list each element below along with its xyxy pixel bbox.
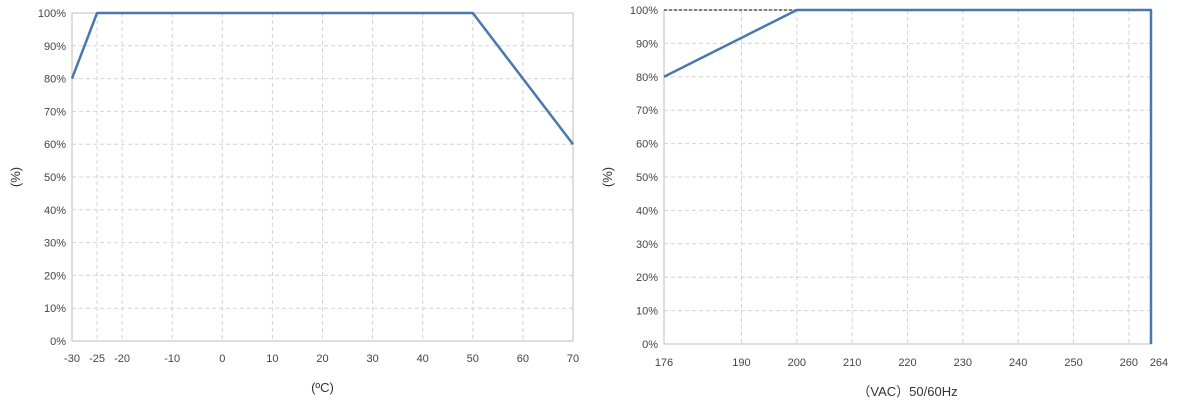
series-line — [663, 8, 1153, 344]
y-tick-label: 90% — [636, 38, 658, 50]
y-tick-label: 20% — [44, 270, 66, 282]
x-tick-label: 20 — [316, 353, 328, 365]
x-tick-label: 250 — [1064, 357, 1082, 369]
x-tick-label: 260 — [1120, 357, 1138, 369]
series-line — [70, 11, 574, 145]
x-tick-label: 220 — [898, 357, 916, 369]
y-tick-label: 70% — [44, 106, 66, 118]
x-tick-label: -10 — [164, 353, 180, 365]
x-tick-label: -30 — [64, 353, 80, 365]
x-tick-label: 200 — [788, 357, 806, 369]
x-tick-label: 30 — [366, 353, 378, 365]
x-tick-label: 190 — [732, 357, 750, 369]
y-tick-label: 100% — [630, 5, 658, 17]
y-tick-label: 40% — [636, 205, 658, 217]
x-tick-label: 10 — [266, 353, 278, 365]
y-tick-label: 20% — [636, 272, 658, 284]
y-axis-title: (%) — [600, 167, 615, 187]
x-tick-label: 60 — [517, 353, 529, 365]
x-tick-label: 50 — [467, 353, 479, 365]
x-tick-label: 176 — [655, 357, 673, 369]
x-tick-label: 240 — [1009, 357, 1027, 369]
x-tick-label: 0 — [219, 353, 225, 365]
y-tick-label: 30% — [44, 238, 66, 250]
x-tick-label: 230 — [954, 357, 972, 369]
y-tick-label: 50% — [44, 172, 66, 184]
y-tick-label: 50% — [636, 172, 658, 184]
y-tick-label: 0% — [50, 336, 66, 348]
y-tick-label: 40% — [44, 205, 66, 217]
y-tick-label: 100% — [38, 8, 66, 20]
y-tick-label: 60% — [636, 139, 658, 151]
y-axis-title: (%) — [8, 167, 23, 187]
y-tick-label: 80% — [636, 72, 658, 84]
y-tick-label: 60% — [44, 139, 66, 151]
y-tick-label: 80% — [44, 74, 66, 86]
x-tick-label: -20 — [114, 353, 130, 365]
y-tick-label: 10% — [44, 303, 66, 315]
y-tick-label: 30% — [636, 239, 658, 251]
y-tick-label: 0% — [642, 339, 658, 351]
y-tick-label: 70% — [636, 105, 658, 117]
x-tick-label: -25 — [89, 353, 105, 365]
x-tick-label: 70 — [567, 353, 579, 365]
y-tick-label: 90% — [44, 41, 66, 53]
x-tick-label: 40 — [417, 353, 429, 365]
x-axis-title: （VAC）50/60Hz — [857, 384, 957, 399]
x-axis-title: (ºC) — [311, 380, 334, 395]
x-tick-label: 264 — [1150, 357, 1168, 369]
input-voltage-derating-chart: 0% 10% 20% 30% 40% 50% 60% 70% 80% 90% 100% 176 190 2… — [600, 5, 1168, 399]
y-tick-label: 10% — [636, 306, 658, 318]
temperature-derating-chart: 0%10%20%30%40%50%60%70%80%90%100%-30 -25-… — [8, 8, 579, 395]
x-tick-label: 210 — [843, 357, 861, 369]
